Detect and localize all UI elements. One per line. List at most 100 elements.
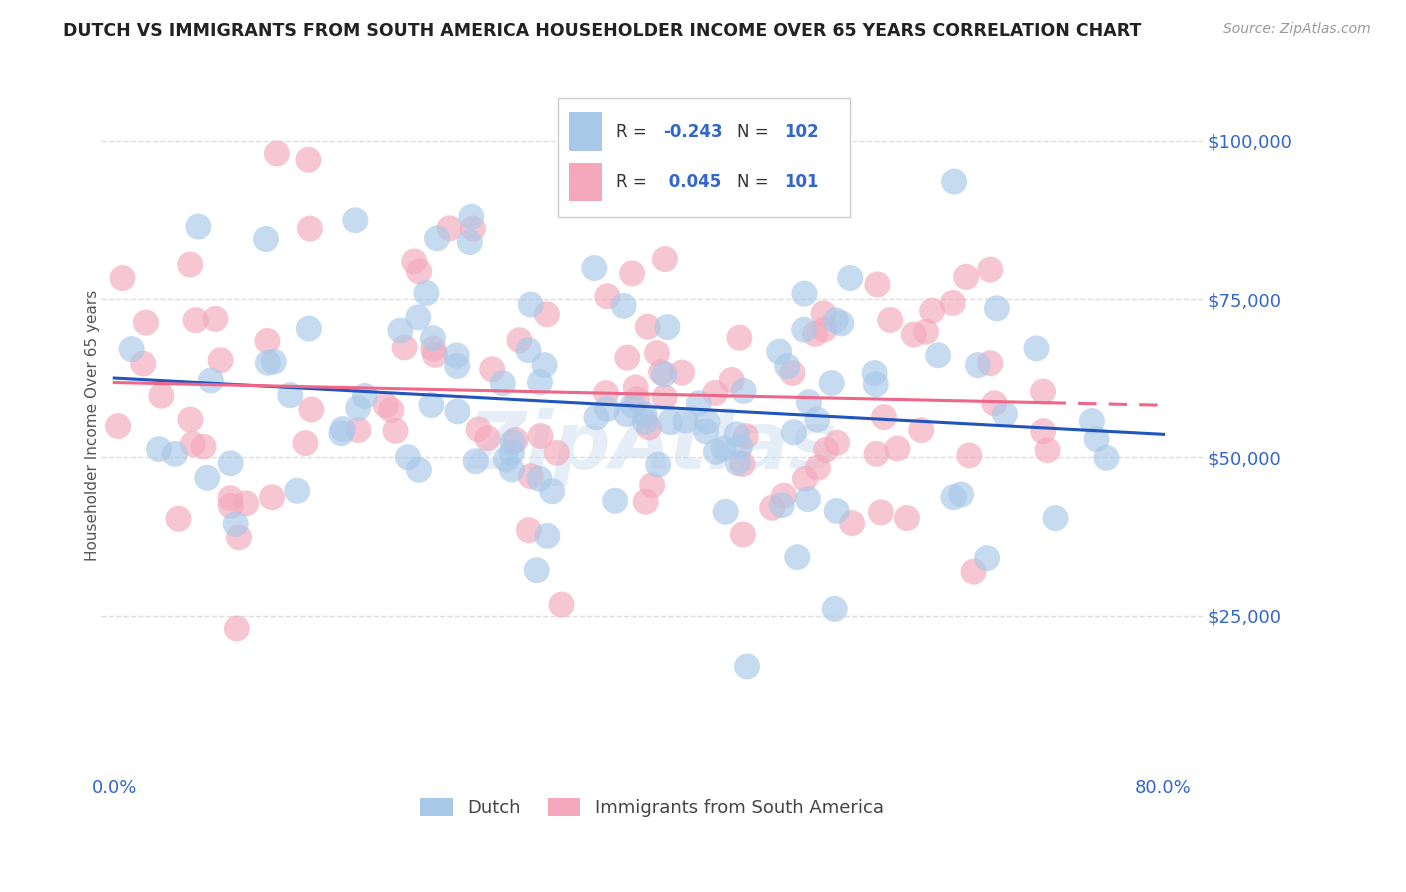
- Point: [508, 333, 530, 347]
- Point: [910, 423, 932, 437]
- Point: [967, 358, 990, 372]
- Point: [204, 311, 226, 326]
- Point: [731, 527, 754, 541]
- Point: [986, 301, 1008, 316]
- Point: [225, 622, 247, 636]
- Point: [794, 472, 817, 486]
- Point: [704, 445, 727, 459]
- Point: [179, 258, 201, 272]
- Point: [209, 353, 232, 368]
- Point: [536, 307, 558, 321]
- Point: [654, 368, 676, 382]
- Legend: Dutch, Immigrants from South America: Dutch, Immigrants from South America: [413, 790, 891, 824]
- Point: [1085, 432, 1108, 446]
- Point: [408, 310, 430, 325]
- Point: [824, 313, 846, 327]
- Point: [825, 435, 848, 450]
- Point: [541, 484, 564, 499]
- Point: [782, 366, 804, 380]
- Point: [962, 565, 984, 579]
- Point: [278, 388, 301, 402]
- Point: [943, 175, 966, 189]
- Point: [595, 386, 617, 401]
- Point: [501, 462, 523, 476]
- Point: [495, 452, 517, 467]
- Point: [728, 439, 751, 453]
- Point: [634, 494, 657, 508]
- Point: [614, 407, 637, 421]
- Point: [332, 422, 354, 436]
- Point: [793, 323, 815, 337]
- Point: [976, 551, 998, 566]
- Point: [671, 366, 693, 380]
- Point: [957, 449, 980, 463]
- Point: [167, 512, 190, 526]
- Text: Source: ZipAtlas.com: Source: ZipAtlas.com: [1223, 22, 1371, 37]
- Point: [761, 500, 783, 515]
- Point: [132, 357, 155, 371]
- Point: [529, 472, 551, 486]
- Point: [460, 210, 482, 224]
- Point: [735, 659, 758, 673]
- Point: [163, 447, 186, 461]
- Point: [886, 442, 908, 456]
- Point: [657, 320, 679, 334]
- Point: [921, 303, 943, 318]
- Point: [298, 221, 321, 235]
- Point: [200, 374, 222, 388]
- Point: [863, 366, 886, 380]
- Point: [422, 342, 444, 356]
- Text: N =: N =: [737, 173, 773, 191]
- Point: [330, 426, 353, 441]
- Point: [225, 516, 247, 531]
- Point: [776, 359, 799, 374]
- Bar: [569, 163, 602, 202]
- Point: [150, 389, 173, 403]
- Point: [725, 427, 748, 442]
- Point: [458, 235, 481, 249]
- Point: [865, 377, 887, 392]
- Point: [254, 232, 277, 246]
- Point: [219, 456, 242, 470]
- Point: [519, 297, 541, 311]
- Text: N =: N =: [737, 123, 773, 141]
- Point: [624, 380, 647, 394]
- Point: [896, 511, 918, 525]
- Point: [257, 356, 280, 370]
- Point: [404, 254, 426, 268]
- Point: [384, 424, 406, 438]
- Point: [107, 419, 129, 434]
- Point: [596, 401, 619, 416]
- Point: [768, 344, 790, 359]
- Text: ZipAtlas: ZipAtlas: [467, 408, 837, 485]
- Point: [1032, 424, 1054, 438]
- Point: [380, 403, 402, 417]
- Point: [585, 410, 607, 425]
- Point: [529, 376, 551, 390]
- Point: [347, 401, 370, 415]
- Point: [786, 550, 808, 565]
- Point: [647, 458, 669, 472]
- Point: [396, 450, 419, 465]
- Point: [1045, 511, 1067, 525]
- Point: [187, 219, 209, 234]
- Point: [879, 313, 901, 327]
- Point: [950, 487, 973, 501]
- Point: [505, 433, 527, 447]
- FancyBboxPatch shape: [558, 98, 851, 217]
- Point: [695, 425, 717, 439]
- Point: [422, 331, 444, 345]
- Point: [533, 358, 555, 372]
- Point: [807, 460, 830, 475]
- Point: [865, 447, 887, 461]
- Point: [704, 386, 727, 401]
- Point: [464, 454, 486, 468]
- Point: [637, 319, 659, 334]
- Point: [658, 415, 681, 429]
- Point: [634, 415, 657, 429]
- Point: [446, 404, 468, 418]
- Point: [394, 340, 416, 354]
- Text: R =: R =: [616, 173, 651, 191]
- Point: [256, 334, 278, 348]
- Point: [529, 429, 551, 443]
